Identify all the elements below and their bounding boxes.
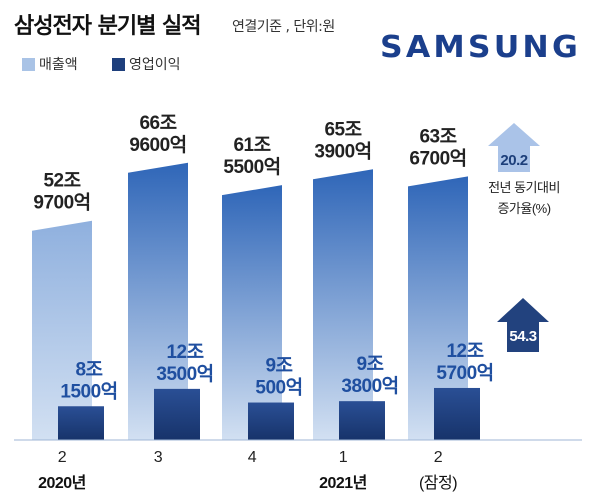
operating-profit-value-label: 1500억 xyxy=(60,380,117,402)
x-tick-label: 3 xyxy=(154,449,163,466)
x-tick-sublabel: 2021년 xyxy=(319,473,367,492)
operating-profit-bar xyxy=(434,387,480,440)
operating-profit-value-label: 9조 xyxy=(265,356,292,377)
legend-label-operating-profit: 영업이익 xyxy=(129,57,181,73)
growth-caption-line: 증가율(%) xyxy=(497,201,550,216)
revenue-bar xyxy=(128,162,188,441)
x-tick-label: 1 xyxy=(339,449,348,466)
revenue-bar xyxy=(313,169,373,440)
legend-item-revenue: 매출액 xyxy=(22,54,78,74)
revenue-value-label: 6700억 xyxy=(409,147,466,169)
revenue-bar xyxy=(408,176,468,441)
operating-profit-bar xyxy=(248,402,294,440)
operating-profit-value-label: 3800억 xyxy=(341,375,398,397)
operating-profit-value-label: 500억 xyxy=(255,377,302,399)
operating-profit-value-label: 5700억 xyxy=(436,362,493,384)
operating-profit-growth-value: 54.3 xyxy=(509,328,536,345)
operating-profit-growth-arrow xyxy=(497,298,549,352)
operating-profit-value-label: 9조 xyxy=(356,354,383,375)
revenue-value-label: 63조 xyxy=(419,126,456,147)
revenue-value-label: 65조 xyxy=(324,119,361,140)
operating-profit-value-label: 8조 xyxy=(75,359,102,380)
revenue-value-label: 52조 xyxy=(43,171,80,192)
operating-profit-value-label: 3500억 xyxy=(156,363,213,385)
revenue-growth-value: 20.2 xyxy=(500,152,527,169)
revenue-value-label: 9700억 xyxy=(33,192,90,214)
revenue-value-label: 66조 xyxy=(139,113,176,134)
operating-profit-value-label: 12조 xyxy=(166,342,203,363)
operating-profit-bar xyxy=(154,388,200,440)
revenue-value-label: 61조 xyxy=(233,135,270,156)
revenue-growth-arrow xyxy=(488,123,540,172)
revenue-value-label: 3900억 xyxy=(314,140,371,162)
x-tick-sublabel: (잠정) xyxy=(419,474,457,492)
x-tick-sublabel: 2020년 xyxy=(38,473,86,492)
x-tick-label: 2 xyxy=(58,449,67,466)
brand-logo: SAMSUNG xyxy=(380,30,581,65)
x-tick-label: 2 xyxy=(434,449,443,466)
chart-subtitle: 연결기준 , 단위:원 xyxy=(232,19,335,35)
operating-profit-value-label: 12조 xyxy=(446,341,483,362)
legend-swatch-operating-profit xyxy=(112,57,125,71)
revenue-value-label: 5500억 xyxy=(223,156,280,178)
legend-swatch-revenue xyxy=(22,57,35,71)
legend-label-revenue: 매출액 xyxy=(39,57,78,73)
legend-item-operating-profit: 영업이익 xyxy=(112,54,181,74)
revenue-bar xyxy=(222,185,282,440)
revenue-bar xyxy=(32,220,92,440)
operating-profit-bar xyxy=(339,401,385,440)
x-tick-label: 4 xyxy=(248,449,257,466)
operating-profit-bar xyxy=(58,406,104,440)
growth-caption-line: 전년 동기대비 xyxy=(488,180,560,195)
revenue-value-label: 9600억 xyxy=(129,134,186,156)
chart-title: 삼성전자 분기별 실적 xyxy=(14,14,201,39)
